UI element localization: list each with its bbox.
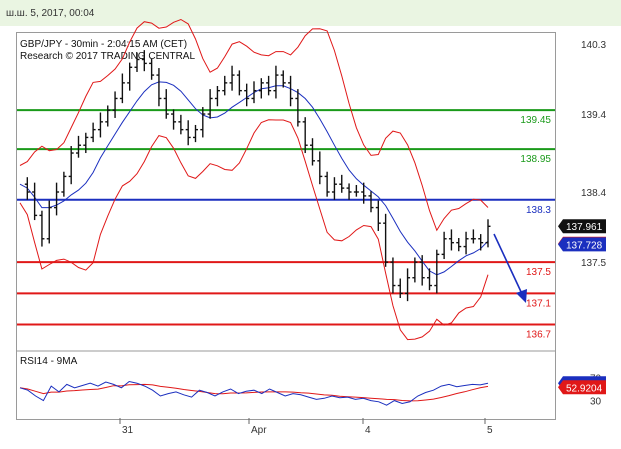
timestamp-bar: ш.ш. 5, 2017, 00:04 [0, 0, 621, 26]
y-tick-label: 139.4 [581, 110, 606, 121]
rsi-ma-line [19, 383, 489, 402]
x-tick-label: 4 [365, 425, 371, 436]
indicator-title: RSI14 - 9MA [20, 356, 78, 367]
level-label: 137.5 [526, 267, 551, 278]
bollinger-lower [19, 119, 489, 341]
y-tick-label: 138.4 [581, 188, 606, 199]
forecast-arrow [493, 233, 524, 297]
chart-subtitle: Research © 2017 TRADING CENTRAL [20, 51, 195, 62]
y-tick-label: 137.5 [581, 258, 606, 269]
y-tick-label: 140.3 [581, 40, 606, 51]
indicator-tick-label: 30 [590, 397, 602, 408]
rsi-line [19, 380, 489, 406]
indicator-tag-label: 52.9204 [566, 383, 603, 394]
price-tag [558, 219, 606, 234]
x-tick-label: Apr [251, 425, 267, 436]
bollinger-upper [19, 18, 489, 232]
forecast-arrowhead [516, 289, 527, 303]
chart-title: GBP/JPY - 30min - 2:04:15 AM (CET) [20, 39, 187, 50]
timestamp: ш.ш. 5, 2017, 00:04 [6, 8, 95, 19]
x-tick-label: 5 [487, 425, 493, 436]
indicator-tag [558, 380, 606, 395]
level-label: 139.45 [520, 115, 551, 126]
price-tag-label: 137.961 [566, 222, 603, 233]
chart-frame [16, 32, 556, 420]
level-label: 138.3 [526, 205, 551, 216]
level-label: 137.1 [526, 298, 551, 309]
x-tick-label: 31 [122, 425, 134, 436]
level-label: 138.95 [520, 154, 551, 165]
price-tag-label: 137.728 [566, 240, 603, 251]
price-tag [558, 237, 606, 252]
level-label: 136.7 [526, 330, 551, 341]
